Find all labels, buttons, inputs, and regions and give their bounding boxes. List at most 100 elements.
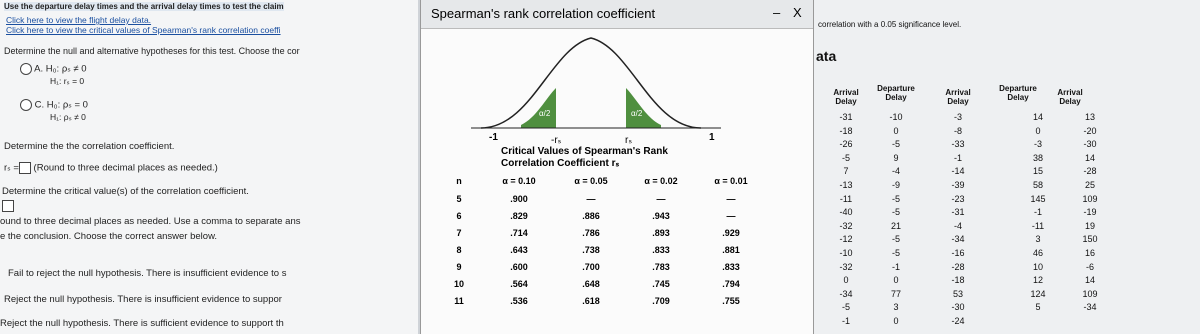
- data-cell: -30: [951, 302, 965, 313]
- table-cell: .893: [652, 228, 670, 238]
- column-header: Arrival Delay: [833, 88, 859, 106]
- table-cell: .794: [722, 279, 740, 289]
- table-cell: .755: [722, 296, 740, 306]
- data-cell: -18: [951, 275, 965, 286]
- close-button[interactable]: X: [793, 5, 802, 20]
- table-cell: 9: [456, 262, 462, 272]
- data-cell: -31: [839, 112, 853, 122]
- data-cell: 0: [893, 125, 899, 136]
- data-cell: -20: [1083, 125, 1097, 136]
- conclusion[interactable]: Fail to reject the null hypothesis. Ther…: [8, 268, 287, 279]
- link[interactable]: Click here to view the flight delay data…: [6, 15, 152, 25]
- option[interactable]: A. H₀: ρₛ ≠ 0: [20, 63, 87, 75]
- data-cell: -19: [1083, 207, 1097, 218]
- data-cell: -26: [839, 139, 853, 150]
- data-cell: 53: [952, 288, 963, 299]
- table-cell: .738: [582, 245, 600, 255]
- hint: (Round to three decimal places as needed…: [33, 162, 218, 174]
- table-cell: .648: [582, 279, 600, 289]
- data-cell: -1: [841, 316, 850, 326]
- data-cell: -10: [839, 248, 853, 258]
- tail-label: α/2: [539, 109, 551, 118]
- axis-label: rₛ: [625, 135, 632, 146]
- data-cell: -5: [841, 152, 850, 163]
- data-cell: -16: [951, 248, 965, 258]
- conclusion[interactable]: Reject the null hypothesis. There is ins…: [4, 294, 282, 305]
- conclusion[interactable]: Reject the null hypothesis. There is suf…: [0, 318, 284, 329]
- table-cell: 5: [456, 194, 462, 204]
- data-cell: 12: [1032, 275, 1043, 286]
- table-cell: .829: [510, 211, 528, 221]
- data-cell: 109: [1082, 288, 1098, 299]
- data-cell: 16: [1084, 248, 1095, 258]
- hypothesis: H₀: ρₛ = 0: [46, 99, 88, 111]
- column-header: α = 0.01: [714, 176, 748, 186]
- data-cell: -5: [841, 302, 850, 313]
- column-header: α = 0.10: [502, 176, 536, 186]
- table-cell: 7: [456, 228, 462, 238]
- data-cell: -28: [951, 261, 965, 272]
- table-cell: .745: [652, 279, 670, 289]
- data-cell: -23: [951, 193, 965, 204]
- heading: ata: [816, 48, 837, 64]
- data-cell: 77: [890, 288, 901, 299]
- label: rₛ =: [4, 162, 19, 174]
- prompt: Determine the the correlation coefficien…: [4, 141, 175, 152]
- minimize-button[interactable]: –: [773, 5, 781, 20]
- data-cell: -32: [839, 220, 853, 231]
- data-cell: -5: [891, 139, 900, 150]
- data-cell: -34: [951, 234, 965, 245]
- data-cell: -8: [953, 125, 962, 136]
- table-title: Correlation Coefficient rₛ: [501, 158, 620, 169]
- table-cell: .783: [652, 262, 670, 272]
- data-cell: 145: [1030, 193, 1046, 204]
- data-cell: -34: [839, 288, 853, 299]
- data-cell: -1: [891, 261, 900, 272]
- distribution-figure: α/2 α/2 -1 -rₛ rₛ 1: [471, 37, 721, 146]
- data-cell: -14: [951, 166, 965, 177]
- data-cell: 124: [1030, 288, 1046, 299]
- prompt: Determine the critical value(s) of the c…: [2, 186, 249, 197]
- data-cell: -30: [1083, 139, 1097, 150]
- data-cell: -5: [891, 207, 900, 218]
- input[interactable]: [18, 162, 31, 174]
- data-cell: -3: [953, 112, 962, 122]
- table-cell: .929: [722, 228, 740, 238]
- data-cell: 0: [1035, 125, 1041, 136]
- table-cell: 6: [456, 211, 462, 221]
- note: correlation with a 0.05 significance lev…: [818, 20, 962, 29]
- data-cell: 58: [1032, 180, 1043, 190]
- table-cell: —: [586, 194, 596, 204]
- data-panel: correlation with a 0.05 significance lev…: [814, 0, 1200, 334]
- data-cell: -4: [953, 220, 962, 231]
- popup-window: Spearman's rank correlation coefficient …: [420, 0, 814, 334]
- table-cell: 10: [453, 279, 464, 289]
- data-cell: 0: [843, 275, 849, 286]
- data-cell: -4: [891, 166, 900, 177]
- data-cell: 14: [1084, 152, 1095, 163]
- table-cell: .536: [510, 296, 528, 306]
- link[interactable]: Click here to view the critical values o…: [6, 25, 281, 35]
- data-cell: 109: [1082, 193, 1098, 204]
- option-letter: A.: [34, 63, 44, 75]
- data-cell: -18: [839, 125, 853, 136]
- table-cell: .714: [510, 228, 528, 238]
- data-cell: 3: [893, 302, 899, 313]
- option[interactable]: C. H₀: ρₛ = 0: [20, 99, 88, 111]
- data-cell: 38: [1032, 152, 1043, 163]
- table-cell: .786: [582, 228, 600, 238]
- input[interactable]: [2, 200, 14, 212]
- column-header: α = 0.02: [644, 176, 678, 186]
- data-cell: 0: [893, 316, 899, 326]
- column-header: Arrival Delay: [1057, 88, 1083, 106]
- data-cell: -9: [891, 180, 900, 190]
- option-letter: C.: [34, 99, 45, 111]
- data-cell: 46: [1032, 248, 1043, 258]
- question-panel: Use the departure delay times and the ar…: [0, 0, 418, 334]
- axis-label: -rₛ: [551, 135, 562, 146]
- data-cell: -10: [889, 112, 903, 122]
- data-cell: -1: [1033, 207, 1042, 218]
- column-header: α = 0.05: [574, 176, 608, 186]
- table-cell: .643: [510, 245, 528, 255]
- table-cell: 8: [456, 245, 462, 255]
